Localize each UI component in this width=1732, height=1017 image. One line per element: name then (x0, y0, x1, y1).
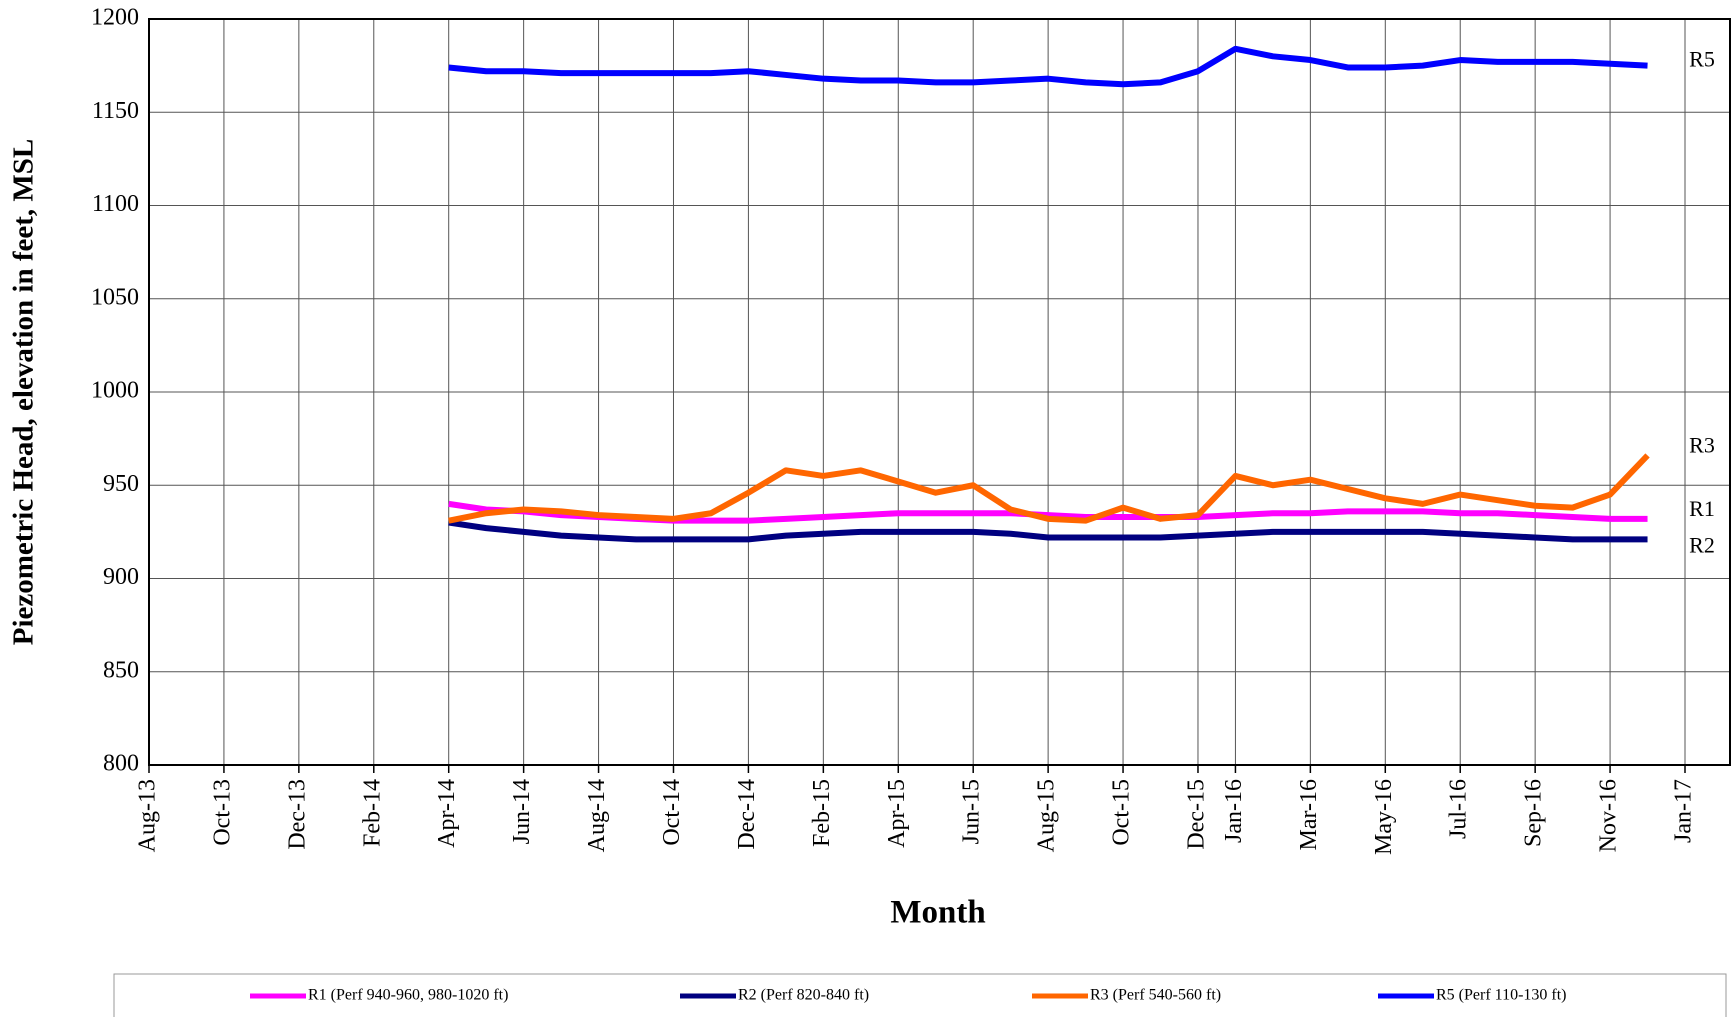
x-tick-label: Feb-14 (359, 779, 385, 847)
y-tick-label: 1150 (92, 98, 139, 124)
y-tick-label: 1200 (91, 5, 139, 31)
x-tick-label: May-16 (1371, 779, 1397, 855)
x-tick-label: Jul-16 (1446, 779, 1472, 839)
x-tick-label: Jun-14 (509, 779, 535, 844)
x-tick-label: Aug-13 (135, 779, 161, 852)
x-tick-label: Dec-13 (284, 779, 310, 850)
x-tick-label: Oct-14 (659, 779, 685, 846)
x-tick-label: Sep-16 (1521, 779, 1547, 847)
y-tick-label: 900 (103, 564, 139, 590)
y-tick-label: 1000 (91, 378, 139, 404)
x-tick-label: Aug-15 (1034, 779, 1060, 852)
x-tick-label: Mar-16 (1296, 779, 1322, 851)
legend-label: R3 (Perf 540-560 ft) (1090, 987, 1221, 1004)
series-line (448, 45, 1648, 88)
x-tick-label: Jan-17 (1671, 779, 1697, 843)
x-axis-label: Month (890, 895, 985, 931)
x-tick-label: Jun-15 (959, 779, 985, 844)
series-annotation: R3 (1689, 432, 1715, 457)
x-tick-label: Oct-13 (209, 779, 235, 846)
y-axis-label: Piezometric Head, elevation in feet, MSL (8, 139, 40, 646)
x-tick-label: Dec-14 (734, 779, 760, 850)
y-tick-label: 1100 (92, 191, 139, 217)
legend-label: R5 (Perf 110-130 ft) (1436, 987, 1567, 1004)
x-tick-label: Apr-14 (434, 779, 460, 848)
x-tick-label: Dec-15 (1183, 779, 1209, 850)
x-tick-label: Apr-15 (884, 779, 910, 848)
series-annotation: R2 (1689, 532, 1715, 557)
x-tick-label: Aug-14 (584, 779, 610, 852)
series-line (448, 519, 1648, 543)
legend-label: R2 (Perf 820-840 ft) (738, 987, 869, 1004)
y-tick-label: 850 (103, 657, 139, 683)
series-annotation: R5 (1689, 47, 1715, 72)
x-tick-label: Feb-15 (809, 779, 835, 847)
y-tick-label: 1050 (91, 284, 139, 310)
y-tick-label: 800 (103, 751, 139, 777)
series-line (448, 453, 1650, 524)
legend-label: R1 (Perf 940-960, 980-1020 ft) (308, 987, 508, 1004)
x-tick-label: Oct-15 (1109, 779, 1135, 846)
y-tick-label: 950 (103, 471, 139, 497)
x-tick-label: Nov-16 (1596, 779, 1622, 852)
series-annotation: R1 (1689, 496, 1715, 521)
plot-frame (148, 18, 1731, 766)
x-tick-label: Jan-16 (1221, 779, 1247, 843)
legend-box (113, 973, 1727, 1017)
